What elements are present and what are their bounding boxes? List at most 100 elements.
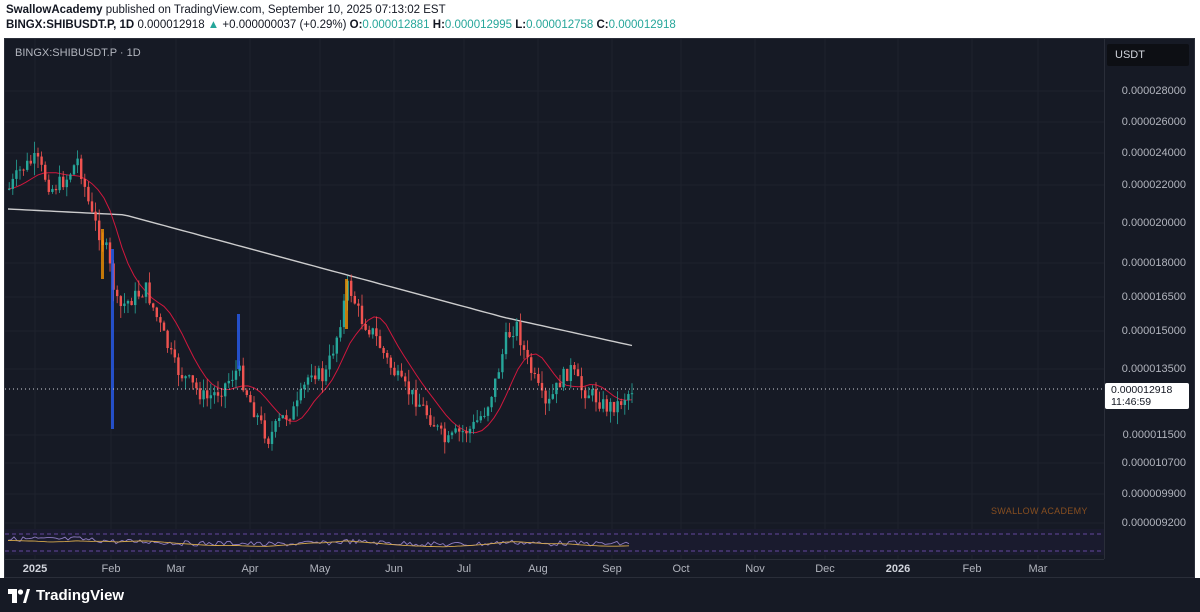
candle-body bbox=[137, 290, 140, 297]
candle-body bbox=[188, 375, 191, 377]
candle-body bbox=[594, 389, 598, 403]
price-tick-label: 0.000024000 bbox=[1121, 147, 1186, 159]
candle-body bbox=[216, 392, 220, 396]
time-axis[interactable]: 2025 Feb Mar Apr May Jun Jul Aug Sep Oct Nov Dec 202… bbox=[5, 559, 1104, 577]
candle-body bbox=[375, 328, 378, 337]
candle-body bbox=[159, 317, 162, 323]
candle-body bbox=[443, 428, 446, 443]
candle-body bbox=[612, 401, 616, 413]
candle-body bbox=[494, 378, 497, 397]
candle-body bbox=[555, 382, 558, 395]
currency-button[interactable]: USDT bbox=[1107, 44, 1189, 66]
candle-body bbox=[40, 156, 43, 165]
candle-body bbox=[537, 373, 540, 383]
candle-body bbox=[479, 416, 482, 421]
candle-body bbox=[404, 376, 407, 382]
candle-body bbox=[299, 389, 302, 401]
tradingview-logo-icon bbox=[8, 588, 30, 603]
candle-body bbox=[198, 388, 202, 400]
highlight-candle bbox=[111, 249, 114, 429]
candle-body bbox=[98, 220, 101, 241]
candle-body bbox=[47, 179, 50, 192]
price-tick-label: 0.000010700 bbox=[1121, 457, 1186, 469]
candle-body bbox=[317, 368, 320, 380]
candle-body bbox=[558, 382, 562, 388]
candle-body bbox=[44, 164, 47, 180]
candle-body bbox=[148, 282, 151, 304]
last-price: 0.000012918 bbox=[137, 19, 205, 31]
price-axis[interactable]: 0.000028000 0.000026000 0.000024000 0.00002… bbox=[1105, 39, 1194, 577]
ma-200-line bbox=[7, 208, 633, 347]
time-tick-label: Mar bbox=[1028, 563, 1048, 575]
candle-body bbox=[306, 377, 310, 385]
highlight-candle bbox=[345, 279, 348, 329]
candle-body bbox=[342, 300, 346, 328]
time-tick-label: Aug bbox=[528, 563, 548, 575]
candle-body bbox=[231, 379, 234, 381]
candle-body bbox=[288, 419, 292, 421]
time-tick-label: Oct bbox=[672, 563, 690, 575]
candle-body bbox=[173, 349, 176, 358]
chart-pane[interactable]: BINGX:SHIBUSDT.P · 1D 0.000028000 0.00002… bbox=[4, 38, 1195, 578]
candle-body bbox=[440, 425, 443, 429]
candle-body bbox=[371, 328, 374, 335]
high-label: H: bbox=[432, 19, 445, 31]
candle-body bbox=[162, 322, 166, 331]
low-value: 0.000012758 bbox=[526, 19, 594, 31]
candle-body bbox=[508, 332, 511, 338]
candle-body bbox=[15, 170, 18, 179]
candle-body bbox=[468, 428, 472, 434]
time-tick-label: Mar bbox=[166, 563, 186, 575]
candle-body bbox=[177, 357, 180, 376]
candle-body bbox=[209, 395, 212, 399]
candle-body bbox=[429, 415, 432, 426]
candle-body bbox=[476, 420, 479, 422]
tradingview-logo[interactable]: TradingView bbox=[8, 587, 124, 604]
candle-body bbox=[519, 321, 522, 346]
candle-body bbox=[569, 365, 572, 381]
candle-body bbox=[422, 404, 425, 406]
axis-separator bbox=[1104, 39, 1105, 559]
candle-body bbox=[224, 383, 227, 397]
candle-body bbox=[605, 399, 608, 412]
candle-body bbox=[630, 393, 634, 395]
low-label: L: bbox=[515, 19, 527, 31]
price-tick-label: 0.000013500 bbox=[1121, 363, 1186, 375]
candle-body bbox=[573, 365, 576, 370]
candle-body bbox=[458, 428, 461, 432]
brand-name: TradingView bbox=[36, 587, 125, 604]
candle-body bbox=[123, 303, 126, 307]
highlight-candle bbox=[101, 229, 104, 279]
price-tick-label: 0.000028000 bbox=[1121, 85, 1186, 97]
candle-body bbox=[576, 369, 580, 377]
candle-body bbox=[368, 329, 371, 335]
candle-body bbox=[274, 420, 277, 432]
candle-body bbox=[515, 321, 518, 336]
candle-body bbox=[80, 158, 83, 179]
time-tick-label: Apr bbox=[241, 563, 259, 575]
candle-body bbox=[587, 395, 590, 399]
price-chart-canvas[interactable] bbox=[5, 39, 1104, 559]
oscillator-signal-line bbox=[7, 540, 630, 548]
candle-body bbox=[598, 402, 601, 409]
candle-body bbox=[256, 415, 259, 418]
ohlc-legend: BINGX:SHIBUSDT.P, 1D 0.000012918 ▲ +0.00… bbox=[6, 19, 676, 31]
candle-body bbox=[220, 395, 223, 397]
candle-body bbox=[472, 421, 475, 429]
high-value: 0.000012995 bbox=[444, 19, 513, 31]
price-change: +0.000000037 (+0.29%) bbox=[222, 19, 347, 31]
candle-body bbox=[386, 352, 389, 358]
candle-body bbox=[166, 330, 169, 349]
candle-body bbox=[26, 160, 29, 170]
candle-body bbox=[29, 160, 32, 164]
price-tick-label: 0.000009200 bbox=[1121, 517, 1186, 529]
open-label: O: bbox=[349, 19, 363, 31]
candle-body bbox=[126, 300, 130, 304]
time-tick-label: Jun bbox=[385, 563, 403, 575]
author-name: SwallowAcademy bbox=[6, 4, 103, 16]
candle-body bbox=[36, 153, 40, 157]
candle-body bbox=[522, 345, 526, 350]
candle-body bbox=[551, 394, 554, 399]
candle-body bbox=[602, 399, 605, 409]
candle-body bbox=[83, 178, 86, 187]
